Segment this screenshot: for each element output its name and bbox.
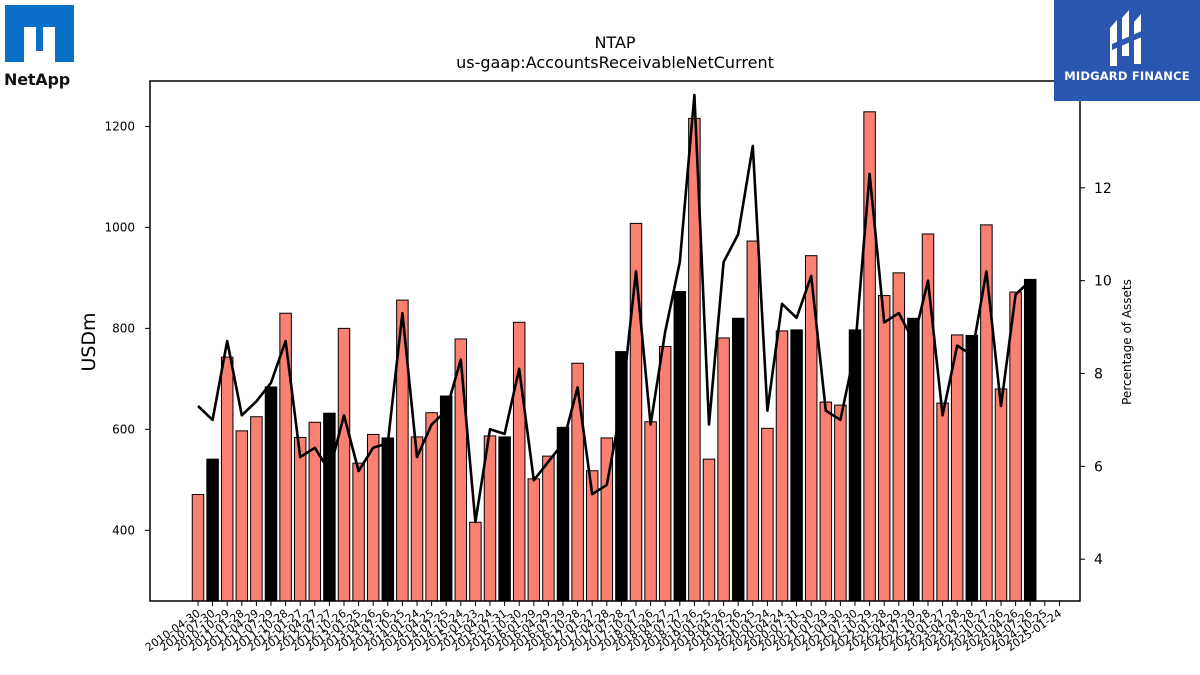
bar-2022-07-29 — [907, 317, 920, 602]
bar-2019-07-26 — [731, 317, 745, 602]
y2-tick-label: 12 — [1094, 181, 1112, 197]
y-axis-label: USDm — [78, 312, 100, 371]
bar-2020-01-24 — [761, 427, 774, 602]
bar-2013-07-26 — [381, 437, 395, 602]
y-tick-label: 600 — [112, 422, 135, 436]
bar-2015-01-23 — [469, 521, 482, 602]
bar-2018-01-26 — [644, 421, 657, 602]
bar-2011-01-28 — [235, 430, 249, 602]
bar-2018-04-27 — [658, 346, 672, 602]
bar-2017-07-28 — [615, 351, 628, 602]
bar-2010-10-29 — [220, 356, 234, 602]
bar-2024-04-26 — [1009, 291, 1022, 602]
bar-2019-10-25 — [746, 240, 760, 602]
bar-2018-07-27 — [673, 291, 687, 602]
bars-group — [191, 111, 1037, 602]
bar-2020-07-31 — [790, 329, 803, 602]
y-tick-label: 1200 — [104, 119, 135, 133]
chart-subtitle: us-gaap:AccountsReceivableNetCurrent — [456, 53, 774, 72]
bar-2014-07-25 — [439, 395, 453, 602]
bar-2024-01-26 — [994, 388, 1008, 602]
bar-2014-04-25 — [425, 412, 438, 602]
netapp-logo-text: NetApp — [4, 70, 70, 89]
y2-tick-label: 8 — [1094, 367, 1103, 383]
y2-tick-label: 4 — [1094, 552, 1103, 568]
bar-2015-10-30 — [512, 321, 526, 602]
bar-2020-04-24 — [775, 330, 789, 602]
bar-2012-01-27 — [293, 436, 307, 602]
bar-2010-04-30 — [191, 493, 205, 602]
bar-2011-04-29 — [250, 416, 263, 602]
percentage-of-assets-line — [197, 93, 1032, 524]
y-tick-label: 400 — [112, 523, 135, 537]
plot-frame — [149, 80, 1081, 602]
y-tick-label: 800 — [112, 321, 135, 335]
axes-group: 4006008001000120046810122010-04-302010-0… — [104, 80, 1112, 654]
bar-2015-07-31 — [498, 436, 511, 602]
bar-2023-01-27 — [936, 402, 949, 602]
midgard-logo-mark-icon — [1110, 10, 1144, 66]
y2-tick-label: 10 — [1094, 274, 1112, 290]
bar-2013-01-25 — [352, 462, 365, 602]
bar-2014-01-24 — [410, 436, 424, 602]
netapp-logo-mark-icon — [5, 5, 74, 62]
bar-2016-04-29 — [542, 455, 555, 602]
bar-2011-07-29 — [264, 386, 278, 602]
midgard-logo-text: MIDGARD FINANCE — [1064, 69, 1190, 83]
bar-2010-07-30 — [206, 458, 219, 602]
bar-2022-01-28 — [877, 295, 891, 602]
bar-2021-01-29 — [819, 401, 833, 602]
midgard-finance-logo: MIDGARD FINANCE — [1054, 0, 1200, 101]
y-tick-label: 1000 — [104, 220, 135, 234]
bar-2019-04-26 — [717, 337, 730, 602]
chart-title: NTAP — [594, 33, 635, 52]
bar-2016-01-29 — [527, 478, 541, 602]
line-group — [197, 93, 1032, 524]
bar-2019-01-25 — [702, 458, 716, 602]
netapp-logo: NetApp — [4, 4, 84, 94]
y2-tick-label: 6 — [1094, 459, 1103, 475]
bar-2023-07-28 — [965, 334, 979, 602]
bar-2016-07-29 — [556, 426, 570, 602]
bar-2023-04-28 — [950, 334, 964, 602]
y2-axis-label: Percentage of Assets — [1120, 279, 1134, 405]
bar-2012-07-27 — [323, 412, 336, 602]
bar-2021-04-30 — [834, 404, 847, 602]
bar-2013-04-26 — [366, 433, 380, 602]
bar-2012-10-26 — [337, 327, 351, 602]
bar-2024-07-26 — [1023, 278, 1037, 602]
